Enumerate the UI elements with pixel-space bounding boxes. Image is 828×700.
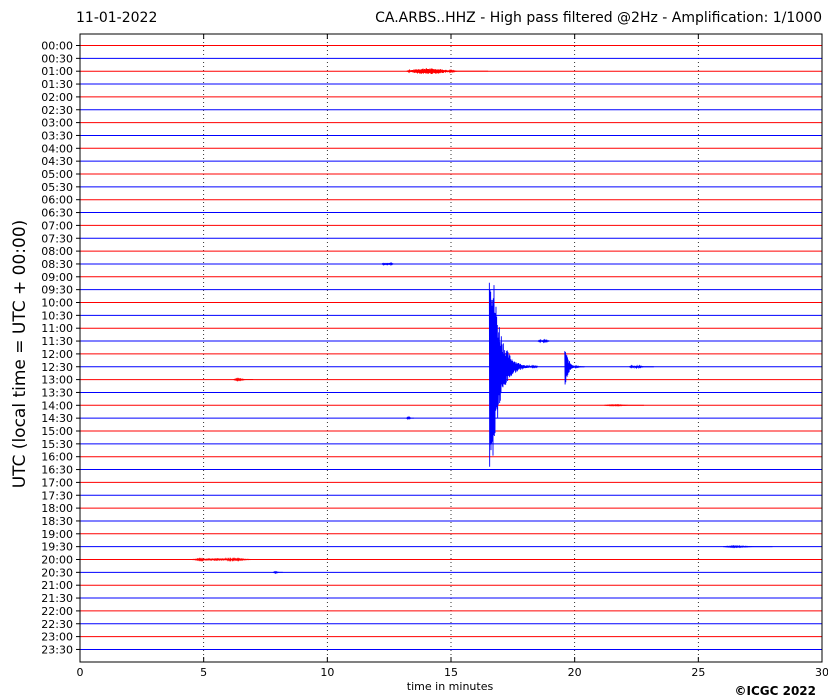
y-tick-label: 05:30 xyxy=(41,181,73,194)
y-tick-label: 20:30 xyxy=(41,566,73,579)
y-tick-label: 05:00 xyxy=(41,168,73,181)
y-tick-label: 00:30 xyxy=(41,52,73,65)
event-waveform xyxy=(406,68,489,75)
plot-frame xyxy=(79,33,823,663)
y-tick-label: 11:00 xyxy=(41,322,73,335)
y-tick-label: 20:00 xyxy=(41,554,73,567)
y-tick-label: 22:00 xyxy=(41,605,73,618)
y-tick-label: 19:00 xyxy=(41,528,73,541)
y-tick-label: 10:30 xyxy=(41,309,73,322)
y-tick-label: 09:30 xyxy=(41,284,73,297)
y-tick-label: 18:00 xyxy=(41,502,73,515)
y-tick-label: 11:30 xyxy=(41,335,73,348)
event-waveform xyxy=(406,415,414,421)
y-tick-label: 23:00 xyxy=(41,631,73,644)
event-waveform xyxy=(233,377,254,382)
copyright: ©ICGC 2022 xyxy=(734,684,816,698)
y-tick-label: 12:00 xyxy=(41,348,73,361)
event-waveform xyxy=(381,261,402,267)
x-axis-label: time in minutes xyxy=(406,680,494,693)
event-waveform xyxy=(604,403,644,407)
event-waveform xyxy=(628,364,654,370)
y-tick-label: 10:00 xyxy=(41,297,73,310)
y-tick-label: 04:30 xyxy=(41,155,73,168)
x-tick-label: 10 xyxy=(320,666,334,679)
y-tick-label: 18:30 xyxy=(41,515,73,528)
event-waveform xyxy=(723,544,773,549)
y-tick-label: 03:00 xyxy=(41,117,73,130)
y-tick-label: 15:30 xyxy=(41,438,73,451)
y-tick-label: 07:00 xyxy=(41,219,73,232)
event-waveform xyxy=(564,351,585,385)
y-tick-label: 06:00 xyxy=(41,194,73,207)
y-tick-label: 16:30 xyxy=(41,464,73,477)
y-tick-label: 22:30 xyxy=(41,618,73,631)
y-tick-label: 02:30 xyxy=(41,104,73,117)
y-tick-label: 14:30 xyxy=(41,412,73,425)
x-tick-label: 25 xyxy=(691,666,705,679)
y-tick-label: 01:30 xyxy=(41,78,73,91)
x-tick-label: 5 xyxy=(200,666,207,679)
event-waveform xyxy=(488,282,538,467)
y-tick-label: 02:00 xyxy=(41,91,73,104)
y-tick-label: 15:00 xyxy=(41,425,73,438)
y-tick-label: 13:00 xyxy=(41,374,73,387)
event-waveform xyxy=(272,570,283,575)
y-tick-label: 00:00 xyxy=(41,40,73,53)
x-tick-label: 15 xyxy=(444,666,458,679)
y-tick-label: 16:00 xyxy=(41,451,73,464)
event-waveform xyxy=(537,338,558,344)
y-tick-label: 17:30 xyxy=(41,489,73,502)
y-tick-label: 23:30 xyxy=(41,643,73,656)
y-tick-label: 04:00 xyxy=(41,142,73,155)
x-tick-label: 30 xyxy=(815,666,828,679)
y-tick-label: 01:00 xyxy=(41,65,73,78)
y-tick-label: 03:30 xyxy=(41,129,73,142)
date-label: 11-01-2022 xyxy=(76,10,158,26)
y-tick-label: 21:30 xyxy=(41,592,73,605)
chart-title: CA.ARBS..HHZ - High pass filtered @2Hz -… xyxy=(375,10,822,26)
y-tick-label: 17:00 xyxy=(41,476,73,489)
y-tick-label: 12:30 xyxy=(41,361,73,374)
x-tick-label: 0 xyxy=(77,666,84,679)
x-tick-label: 20 xyxy=(568,666,582,679)
y-tick-label: 07:30 xyxy=(41,232,73,245)
y-tick-label: 08:00 xyxy=(41,245,73,258)
y-tick-label: 13:30 xyxy=(41,386,73,399)
y-tick-label: 21:00 xyxy=(41,579,73,592)
y-tick-label: 08:30 xyxy=(41,258,73,271)
y-tick-label: 09:00 xyxy=(41,271,73,284)
y-tick-label: 19:30 xyxy=(41,541,73,554)
event-waveform xyxy=(191,556,291,562)
y-tick-label: 06:30 xyxy=(41,207,73,220)
y-tick-label: 14:00 xyxy=(41,399,73,412)
